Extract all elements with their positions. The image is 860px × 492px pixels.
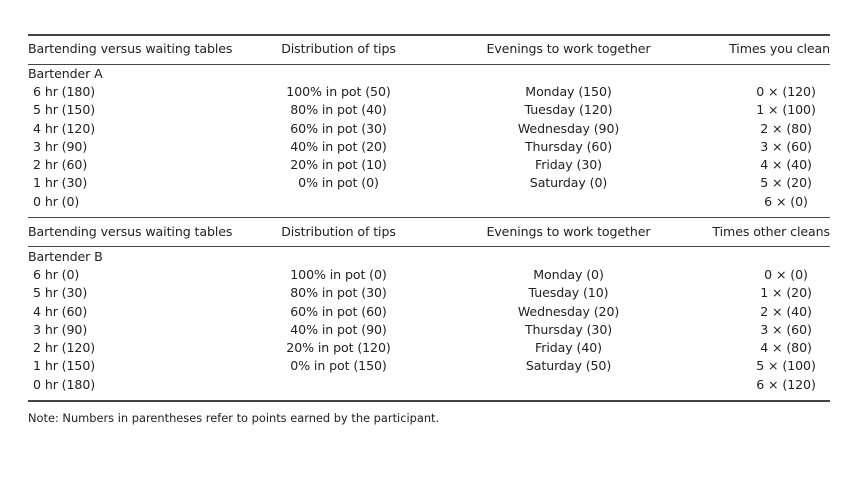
table-row: 4 hr (60) 60% in pot (60) Wednesday (20)… (28, 303, 830, 321)
table-row: 1 hr (150) 0% in pot (150) Saturday (50)… (28, 357, 830, 375)
table-cell: 4 × (40) (760, 157, 812, 173)
table-row: 6 hr (180) 100% in pot (50) Monday (150)… (28, 83, 830, 101)
table-cell: 40% in pot (20) (290, 138, 387, 154)
bartender-a-table: Bartending versus waiting tables Distrib… (28, 34, 830, 211)
table-cell: Thursday (60) (524, 138, 613, 154)
column-header: Times other cleans (712, 224, 830, 239)
table-cell: 80% in pot (30) (290, 285, 387, 301)
table-cell: 20% in pot (120) (286, 340, 391, 356)
table-cell: 2 × (40) (760, 303, 812, 319)
table-cell: Tuesday (10) (528, 285, 609, 301)
column-header: Distribution of tips (281, 224, 396, 239)
table-cell: 5 hr (150) (33, 102, 96, 118)
header-rule (28, 64, 830, 65)
table-cell: 5 hr (30) (33, 285, 88, 301)
table-cell: 60% in pot (30) (290, 120, 387, 136)
table-cell: Saturday (50) (525, 358, 612, 374)
table-row: 2 hr (120) 20% in pot (120) Friday (40) … (28, 339, 830, 357)
table-cell: 3 × (60) (760, 321, 812, 337)
table-cell: Tuesday (120) (524, 102, 613, 118)
table-cell: 6 hr (180) (33, 84, 96, 99)
table-cell: 1 × (20) (760, 285, 812, 301)
table-cell: 4 hr (60) (33, 303, 88, 319)
table-cell: 0% in pot (0) (298, 175, 379, 191)
table-cell: 5 × (20) (760, 175, 812, 191)
table-cell: 80% in pot (40) (290, 102, 387, 118)
table-row: 6 hr (0) 100% in pot (0) Monday (0) 0 × … (28, 266, 830, 284)
table-cell: Monday (0) (533, 267, 604, 282)
table-cell: 6 hr (0) (33, 267, 80, 282)
table-cell (240, 193, 455, 211)
column-header: Times you clean (729, 41, 830, 56)
table-cell: 3 × (60) (760, 138, 812, 154)
table-cell: Wednesday (90) (517, 120, 620, 136)
table-cell: 0 hr (180) (33, 376, 96, 392)
table-note: Note: Numbers in parentheses refer to po… (28, 411, 440, 425)
table-cell: Saturday (0) (529, 175, 608, 191)
table-cell: 4 × (80) (760, 340, 812, 356)
table-bottom-rule (28, 400, 830, 402)
table-cell: 5 × (100) (756, 358, 816, 374)
table-cell (240, 376, 455, 394)
table-cell: 1 × (100) (756, 102, 816, 118)
table-cell: 1 hr (30) (33, 175, 88, 191)
section-divider-rule (28, 217, 830, 218)
table-cell: Wednesday (20) (517, 303, 620, 319)
table-row: 2 hr (60) 20% in pot (10) Friday (30) 4 … (28, 156, 830, 174)
table-cell: 0 × (0) (764, 267, 808, 282)
table-cell: Friday (30) (535, 157, 602, 173)
table-row: 0 hr (0) 6 × (0) (28, 193, 830, 211)
column-header: Bartending versus waiting tables (28, 224, 233, 239)
header-row: Bartending versus waiting tables Distrib… (28, 217, 830, 247)
table-cell: 60% in pot (60) (290, 303, 387, 319)
table-row: 5 hr (30) 80% in pot (30) Tuesday (10) 1… (28, 284, 830, 302)
table-cell: 4 hr (120) (33, 120, 96, 136)
table-row: 5 hr (150) 80% in pot (40) Tuesday (120)… (28, 101, 830, 119)
table-row: 3 hr (90) 40% in pot (20) Thursday (60) … (28, 138, 830, 156)
table-cell: 100% in pot (0) (290, 267, 387, 282)
column-header: Evenings to work together (486, 41, 651, 56)
header-row: Bartending versus waiting tables Distrib… (28, 34, 830, 64)
column-header: Bartending versus waiting tables (28, 41, 233, 56)
table-cell: 2 hr (60) (33, 157, 88, 173)
table-cell: 100% in pot (50) (286, 84, 391, 99)
header-rule (28, 246, 830, 247)
table-cell: 6 × (120) (756, 376, 816, 392)
table-row: 1 hr (30) 0% in pot (0) Saturday (0) 5 ×… (28, 174, 830, 192)
table-row: 3 hr (90) 40% in pot (90) Thursday (30) … (28, 321, 830, 339)
table-cell: Thursday (30) (524, 321, 613, 337)
table-cell: 0 hr (0) (33, 193, 80, 209)
group-row: Bartender A (28, 64, 830, 83)
table-cell: 6 × (0) (764, 193, 808, 209)
column-header: Evenings to work together (486, 224, 651, 239)
group-row: Bartender B (28, 247, 830, 266)
table-row: 0 hr (180) 6 × (120) (28, 376, 830, 394)
table-row: 4 hr (120) 60% in pot (30) Wednesday (90… (28, 120, 830, 138)
table-cell: Friday (40) (535, 340, 602, 356)
table-cell: 40% in pot (90) (290, 321, 387, 337)
table-cell: 3 hr (90) (33, 321, 88, 337)
group-label: Bartender B (28, 249, 103, 264)
table-cell: 3 hr (90) (33, 138, 88, 154)
table-cell: 0 × (120) (756, 84, 816, 99)
table-cell: 20% in pot (10) (290, 157, 387, 173)
table-cell: 2 hr (120) (33, 340, 96, 356)
table-cell (455, 376, 690, 394)
table-cell: 2 × (80) (760, 120, 812, 136)
table-cell: 0% in pot (150) (290, 358, 387, 374)
table-cell: Monday (150) (525, 84, 612, 99)
group-label: Bartender A (28, 66, 103, 81)
table-cell: 1 hr (150) (33, 358, 96, 374)
column-header: Distribution of tips (281, 41, 396, 56)
table-top-rule (28, 34, 830, 36)
table-cell (455, 193, 690, 211)
bartender-b-table: Bartending versus waiting tables Distrib… (28, 217, 830, 394)
